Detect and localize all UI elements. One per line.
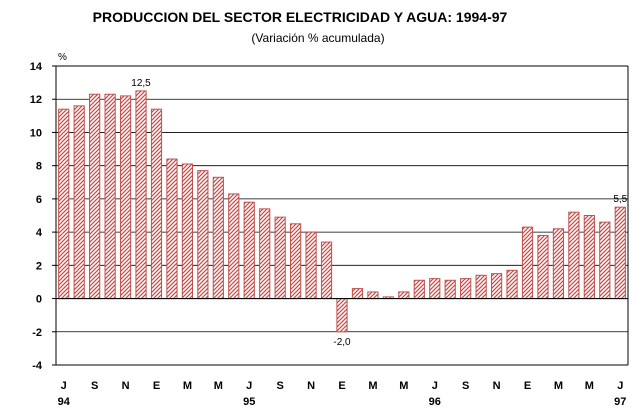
bar (444, 279, 456, 300)
y-tick-label: 2 (36, 260, 42, 272)
x-tick-label: M (183, 380, 192, 392)
bar (336, 298, 348, 333)
bar (150, 108, 163, 300)
y-tick-label: 4 (36, 227, 43, 239)
y-tick-label: 8 (36, 161, 42, 173)
x-tick-label: S (462, 380, 469, 392)
bar (367, 291, 379, 300)
y-axis-ticks: -4 -2 0 2 4 6 8 10 12 14 (30, 61, 56, 372)
bar (568, 211, 580, 300)
bar (599, 221, 611, 300)
bar (181, 163, 194, 300)
data-label: 5,5 (613, 194, 627, 205)
y-tick-label: 12 (30, 94, 42, 106)
bar (104, 93, 116, 300)
x-tick-label: E (524, 380, 531, 392)
x-tick-label: J (61, 380, 67, 392)
bar (552, 228, 565, 300)
bar (166, 158, 178, 300)
y-tick-label: -2 (32, 327, 42, 339)
y-tick-label: 6 (36, 194, 42, 206)
bar (398, 291, 410, 300)
x-tick-label: J (432, 380, 438, 392)
bar (614, 206, 626, 300)
data-annotations: 12,5 -2,0 5,5 (131, 78, 627, 348)
y-axis-unit-label: % (58, 52, 67, 63)
y-tick-label: 14 (30, 61, 43, 73)
chart-subtitle: (Variación % acumulada) (251, 31, 384, 45)
bar (583, 215, 595, 300)
bar (135, 90, 147, 300)
x-tick-label: J (246, 380, 252, 392)
x-tick-label: N (122, 380, 130, 392)
bar (475, 274, 487, 300)
bar (490, 273, 503, 300)
x-tick-label: M (585, 380, 594, 392)
bar (460, 278, 472, 300)
bar (58, 108, 70, 300)
bar (119, 95, 132, 300)
bar (290, 223, 302, 300)
bar (429, 278, 441, 300)
bar (73, 105, 85, 300)
data-label: 12,5 (131, 78, 151, 89)
x-tick-label: M (214, 380, 223, 392)
bar (521, 226, 534, 300)
bar (351, 288, 364, 300)
year-label: 94 (58, 396, 71, 408)
year-label: 95 (243, 396, 255, 408)
x-tick-label: J (617, 380, 623, 392)
chart-title: PRODUCCION DEL SECTOR ELECTRICIDAD Y AGU… (93, 9, 508, 25)
x-tick-label: M (554, 380, 563, 392)
bar (243, 201, 255, 300)
bar (228, 193, 240, 300)
x-tick-label: N (493, 380, 501, 392)
x-tick-label: S (91, 380, 98, 392)
bar (413, 279, 425, 300)
x-tick-label: M (399, 380, 408, 392)
bar (212, 176, 224, 300)
x-axis-ticks: J S N E M M J S N E M M J S N E M M J 94 95 96 97 (58, 380, 627, 408)
data-label: -2,0 (333, 337, 351, 348)
axes (55, 65, 629, 366)
x-tick-label: E (153, 380, 160, 392)
bar (259, 208, 271, 300)
bar (89, 93, 101, 300)
bar (320, 241, 333, 300)
bar (537, 234, 549, 300)
year-label: 96 (429, 396, 441, 408)
y-tick-label: 0 (36, 294, 42, 306)
x-tick-label: M (368, 380, 377, 392)
bar (274, 216, 286, 300)
bars (58, 90, 626, 333)
bar (305, 231, 317, 300)
bar (197, 170, 209, 300)
y-tick-label: 10 (30, 127, 42, 139)
bar (506, 269, 518, 300)
year-label: 97 (614, 396, 626, 408)
y-tick-label: -4 (32, 360, 43, 372)
x-tick-label: S (276, 380, 283, 392)
x-tick-label: E (338, 380, 345, 392)
x-tick-label: N (307, 380, 315, 392)
